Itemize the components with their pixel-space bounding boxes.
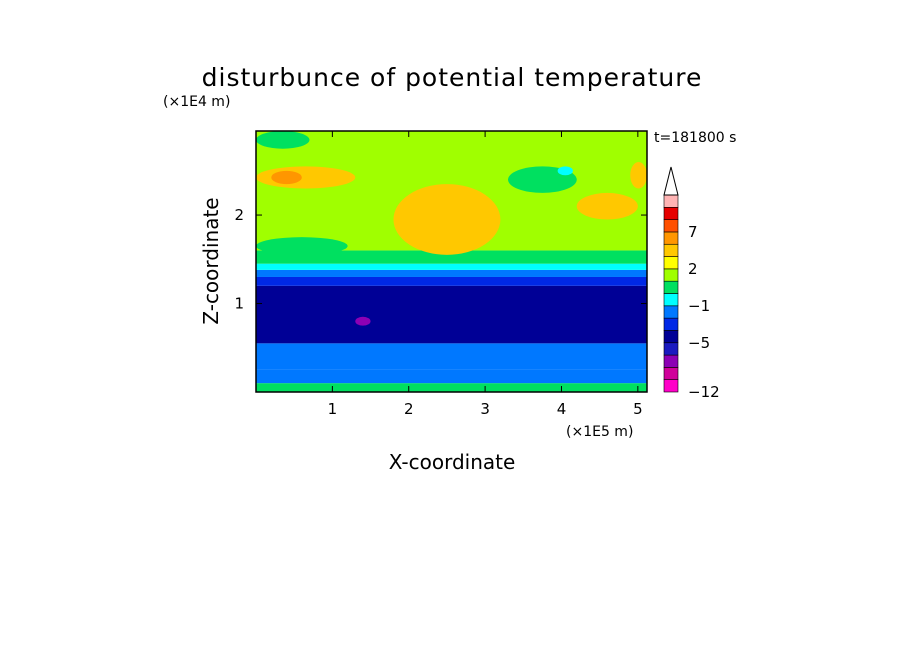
contour-field [256,131,647,392]
x-tick-label: 5 [633,400,643,418]
field-feature [630,161,647,189]
chart-title: disturbunce of potential temperature [202,63,703,92]
field-band [256,343,647,370]
colorbar-segment [663,342,679,356]
colorbar-segment [663,330,679,344]
colorbar-segment [663,354,679,368]
colorbar-tick-label: −5 [688,334,710,352]
field-band [256,369,647,384]
field-feature [271,170,302,185]
x-axis-label: X-coordinate [389,450,516,474]
field-feature [393,184,501,255]
colorbar: 7 2 −1 −5 −12 [663,166,720,401]
colorbar-segment [663,243,679,257]
colorbar-segment [663,293,679,307]
field-feature [355,316,371,326]
x-unit-label: (×1E5 m) [566,424,633,440]
field-band [256,383,647,392]
y-axis: 12 [234,206,647,313]
x-tick-label: 2 [404,400,414,418]
x-axis: 1 2 3 4 5 [328,131,643,418]
field-band [256,285,647,344]
field-band [256,269,647,277]
colorbar-tick-label: 7 [688,223,698,241]
y-tick-label: 1 [234,295,244,313]
field-band [256,276,647,286]
colorbar-segment [663,231,679,245]
field-feature [256,166,356,189]
y-unit-label: (×1E4 m) [163,94,230,110]
field-band [256,263,647,270]
colorbar-segment [663,317,679,331]
colorbar-tick-label: −1 [688,297,710,315]
colorbar-segment [663,207,679,220]
y-tick-label: 2 [234,206,244,224]
x-tick-label: 1 [328,400,338,418]
field-feature [256,237,348,255]
field-feature [576,192,638,220]
y-axis-label: Z-coordinate [199,197,223,324]
colorbar-segment [663,219,679,233]
field-feature [557,166,573,176]
field-band [256,250,647,264]
plot-frame [255,130,648,393]
colorbar-extend-arrow [663,166,679,196]
colorbar-segment [663,256,679,270]
field-feature [256,131,310,149]
colorbar-segment [663,379,679,393]
colorbar-segment [663,268,679,282]
colorbar-segment [663,305,679,319]
colorbar-segment [663,194,679,208]
colorbar-tick-label: −12 [688,383,720,401]
x-tick-label: 4 [557,400,567,418]
x-tick-label: 3 [480,400,490,418]
colorbar-tick-label: 2 [688,260,698,278]
time-label: t=181800 s [654,130,736,146]
colorbar-segment [663,280,679,294]
colorbar-segment [663,367,679,380]
